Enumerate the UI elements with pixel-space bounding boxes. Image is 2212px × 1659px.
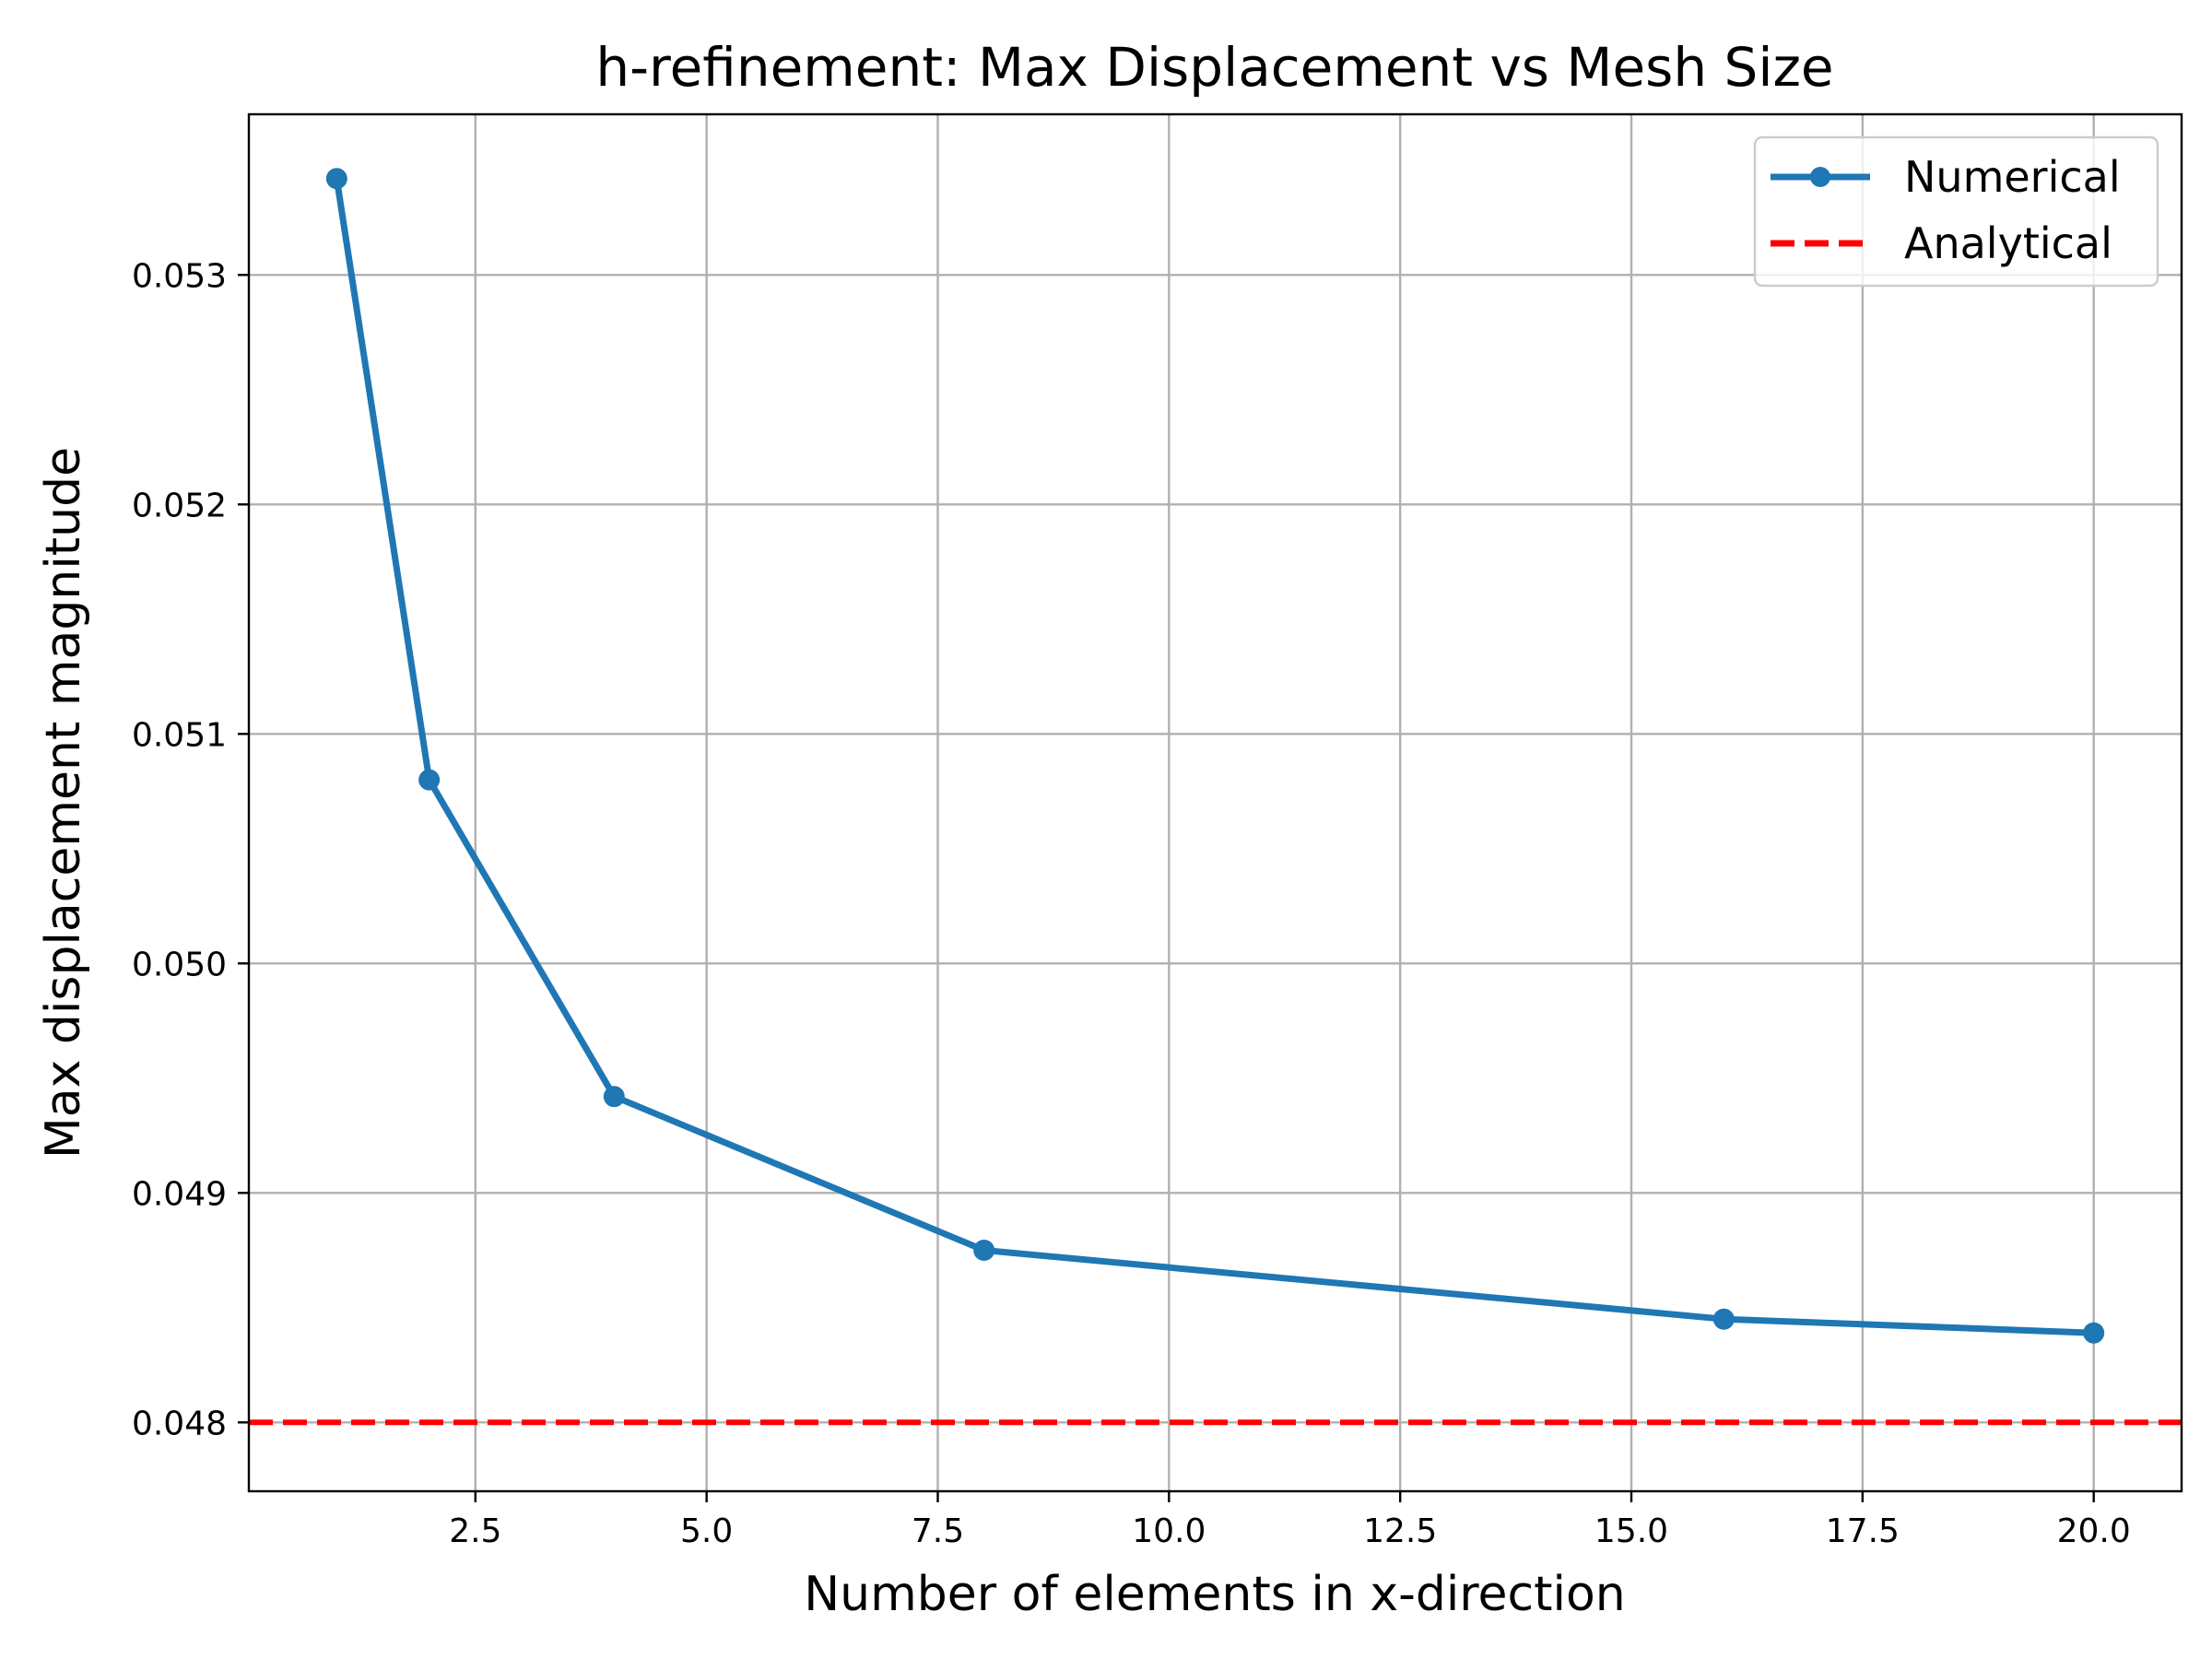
legend-numerical-marker [1810, 167, 1830, 187]
numerical-point [325, 168, 347, 190]
x-tick-label: 20.0 [2057, 1512, 2131, 1550]
numerical-line [333, 175, 2098, 1336]
plot-frame [247, 112, 2183, 1493]
series-layer [249, 168, 2182, 1426]
legend-analytical-label: Analytical [1904, 218, 2112, 268]
x-tick-label: 7.5 [912, 1512, 964, 1550]
y-axis-ticks: 0.048 0.049 0.050 0.051 0.052 0.053 [132, 257, 249, 1442]
y-tick-label: 0.052 [132, 487, 227, 524]
numerical-point [2083, 1322, 2105, 1344]
y-tick-label: 0.048 [132, 1405, 227, 1442]
x-tick-label: 5.0 [680, 1512, 733, 1550]
y-tick-label: 0.051 [132, 716, 227, 754]
y-tick-label: 0.049 [132, 1175, 227, 1213]
legend: Numerical Analytical [1753, 135, 2159, 288]
x-axis-ticks: 2.5 5.0 7.5 10.0 12.5 15.0 17.5 20.0 [449, 1491, 2131, 1550]
y-tick-label: 0.053 [132, 257, 227, 295]
chart-title: h-refinement: Max Displacement vs Mesh S… [595, 36, 1833, 99]
numerical-point [973, 1240, 995, 1262]
y-axis-label: Max displacement magnitude [36, 447, 91, 1159]
x-tick-label: 2.5 [449, 1512, 501, 1550]
x-tick-label: 17.5 [1826, 1512, 1900, 1550]
x-tick-label: 15.0 [1594, 1512, 1668, 1550]
legend-numerical-label: Numerical [1904, 152, 2121, 202]
numerical-point [418, 769, 441, 791]
numerical-point [603, 1086, 625, 1108]
x-tick-label: 10.0 [1132, 1512, 1206, 1550]
x-axis-label: Number of elements in x-direction [804, 1567, 1625, 1622]
y-tick-label: 0.050 [132, 946, 227, 983]
numerical-point [1712, 1308, 1735, 1330]
x-tick-label: 12.5 [1363, 1512, 1437, 1550]
